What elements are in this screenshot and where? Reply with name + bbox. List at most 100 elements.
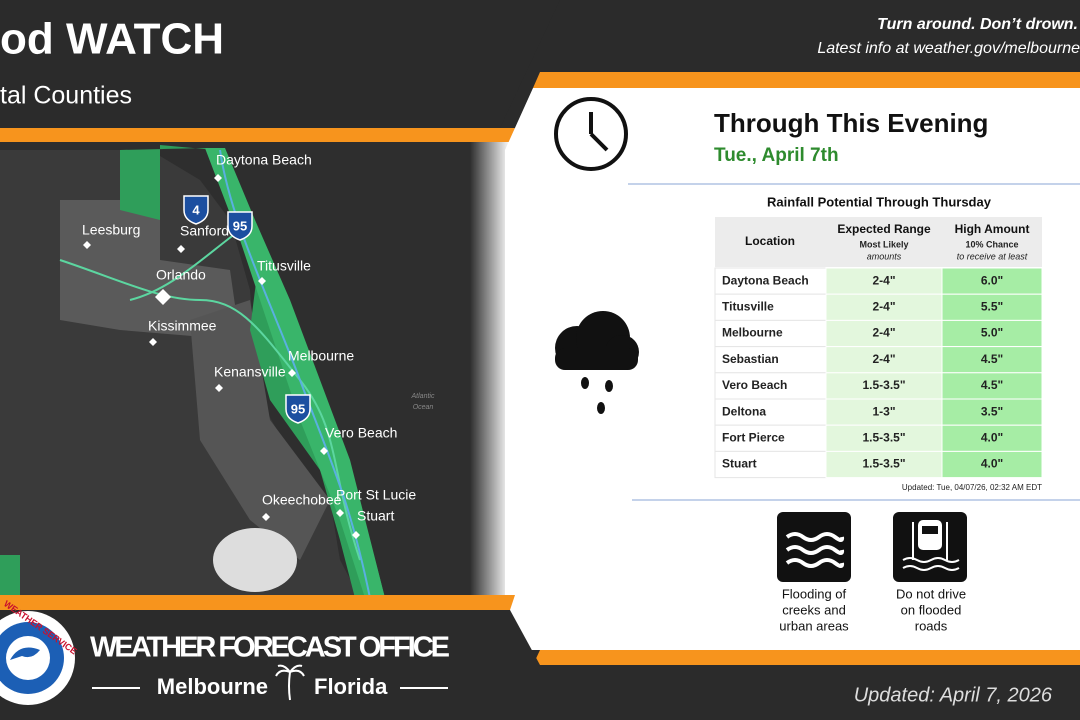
expected-range: 2-4" [872,326,895,340]
county-gray [190,300,330,560]
city-marker [320,447,328,455]
column-subheader: to receive at least [957,251,1028,261]
table-updated: Updated: Tue, 04/07/26, 02:32 AM EDT [902,483,1042,492]
road [129,229,241,301]
high-amount: 4.0" [981,430,1003,444]
lake [213,528,297,592]
cell [825,346,943,374]
city-marker [149,338,157,346]
icon-caption: roads [915,618,948,633]
cell [941,372,1043,400]
orange-bar [0,595,515,610]
cell [941,267,1043,295]
icon-caption: on flooded [901,602,962,617]
expected-range: 1.5-3.5" [862,457,905,471]
cell [714,398,827,426]
expected-range: 2-4" [872,352,895,366]
cell [714,450,827,479]
office: WEATHER FORECAST OFFICE [90,632,450,664]
city-marker [215,384,223,392]
icon-caption: urban areas [779,618,849,633]
shield-label: 95 [291,401,305,416]
cell [941,346,1043,374]
high-amount: 4.5" [981,352,1003,366]
city-label: Vero Beach [325,425,397,441]
location: Fort Pierce [722,430,785,444]
cell [941,293,1043,321]
city-marker [288,369,296,377]
city-label: Leesburg [82,222,140,238]
ocean-label: Atlantic [411,393,435,400]
expected-range: 2-4" [872,273,895,287]
ocean-label: Ocean [413,404,434,411]
header-bg [0,0,560,128]
cell [714,267,827,295]
table-header [715,217,1042,267]
footer-state: Florida [314,674,388,699]
cell [714,372,827,400]
location: Sebastian [722,352,779,366]
map: Daytona Beach Leesburg Sanford Orlando Titus… [0,142,510,599]
orange-bar [533,650,1080,665]
cell [825,319,943,348]
location: Daytona Beach [722,273,809,287]
subtitle: tal Counties [0,82,132,110]
city-label: Titusville [257,258,311,274]
high-amount: 6.0" [981,273,1003,287]
cell [825,267,943,295]
city-marker [262,513,270,521]
orange-bar [533,72,1080,88]
shield-label: 95 [233,218,247,233]
column-header: Expected Range [837,222,931,236]
city-marker [352,531,360,539]
highway-shield [183,195,209,225]
car-icon [893,512,967,582]
title: od WATCH [0,15,224,64]
cell [714,319,827,348]
palm-icon [275,664,305,701]
city-marker [258,277,266,285]
city-label: Orlando [156,267,206,283]
panel-date: Tue., April 7th [714,145,839,166]
table-title: Rainfall Potential Through Thursday [767,194,992,209]
column-header: Location [745,234,795,248]
column-subheader: 10% Chance [965,239,1018,249]
expected-range: 2-4" [872,299,895,313]
footer-bg [540,665,1080,720]
column-subheader: amounts [867,251,902,261]
footer-updated: Updated: April 7, 2026 [854,684,1053,706]
cell [941,450,1043,479]
city-label: Kenansville [214,364,286,380]
city-label: Okeechobee [262,492,342,508]
location: Titusville [722,299,774,313]
city-label: Port St Lucie [336,487,416,503]
cell [941,424,1043,452]
icon-caption: creeks and [782,602,846,617]
high-amount: 3.5" [981,404,1003,418]
orange-bar [0,128,515,142]
city-marker [155,289,171,305]
map-fade [470,142,510,598]
footer-city: Melbourne [157,674,268,699]
expected-range: 1.5-3.5" [862,378,905,392]
county-gray [60,200,240,340]
location: Vero Beach [722,378,787,392]
flood-icon [777,512,851,582]
city-label: Daytona Beach [216,152,312,168]
high-amount: 5.5" [981,299,1003,313]
city-label: Kissimmee [148,318,217,334]
expected-range: 1.5-3.5" [862,430,905,444]
city-marker [83,241,91,249]
city-label: Stuart [357,508,394,524]
location: Stuart [722,457,757,471]
county-green [0,555,20,598]
high-amount: 4.0" [981,457,1003,471]
footer-bg [0,610,540,720]
road [59,259,361,561]
city-label: Melbourne [288,348,354,364]
city-marker [336,509,344,517]
shield-label: 4 [192,202,200,217]
expected-range: 1-3" [872,404,895,418]
clock-icon [554,97,628,171]
highway-shield [285,394,311,424]
